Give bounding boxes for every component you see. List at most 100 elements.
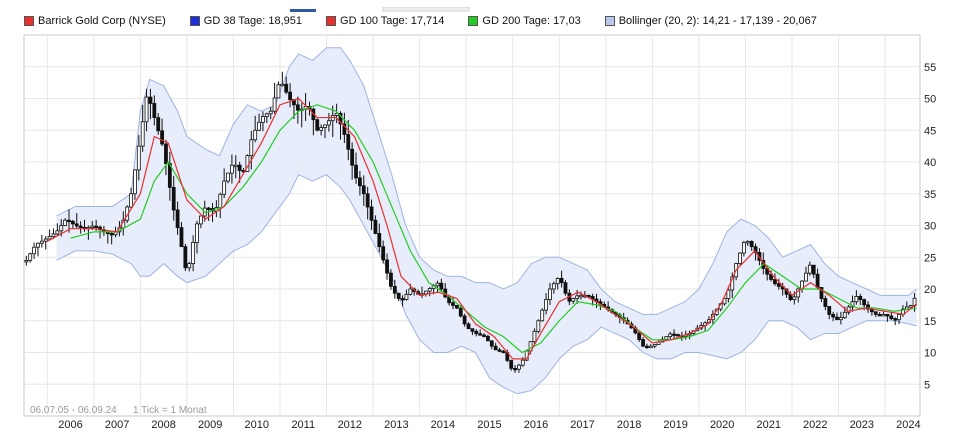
candle-body <box>183 246 188 269</box>
candle-body <box>257 121 261 131</box>
candle-body <box>579 294 583 298</box>
candle-body <box>78 225 83 228</box>
candle-body <box>361 185 366 195</box>
candle-body <box>540 309 545 322</box>
candle-body <box>381 246 386 261</box>
candle-body <box>144 96 149 123</box>
legend-item-bollinger[interactable]: Bollinger (20, 2): 14,21 - 17,139 - 20,0… <box>604 15 817 27</box>
candle-body <box>548 288 552 300</box>
candle-body <box>889 315 894 320</box>
candle-body <box>862 299 867 306</box>
active-tab-indicator <box>290 9 316 12</box>
candle-body <box>160 130 164 145</box>
bollinger-lower-line <box>56 174 917 395</box>
legend-swatch-gd200 <box>468 16 479 26</box>
legend-item-gd200[interactable]: GD 200 Tage: 17,03 <box>468 15 581 27</box>
candle-body <box>497 349 502 352</box>
x-tick-label: 2006 <box>58 419 82 431</box>
y-tick-label: 15 <box>924 316 936 328</box>
candle-body <box>253 129 258 141</box>
candle-body <box>51 233 56 238</box>
candle-body <box>792 296 797 300</box>
candle-body <box>272 97 277 112</box>
candle-body <box>55 230 60 235</box>
y-tick-label: 55 <box>924 62 936 74</box>
candle-body <box>358 177 362 187</box>
candle-body <box>373 219 378 234</box>
candle-body <box>536 320 541 332</box>
x-tick-label: 2018 <box>617 419 641 431</box>
candle-body <box>195 223 199 243</box>
candle-body <box>392 285 397 294</box>
bollinger-fill <box>56 47 917 394</box>
candle-body <box>881 313 886 317</box>
candle-body <box>152 103 157 118</box>
y-tick-label: 45 <box>924 125 936 137</box>
candle-body <box>831 313 836 318</box>
candle-body <box>129 193 133 208</box>
candle-body <box>39 240 44 244</box>
candle-body <box>396 292 401 299</box>
candle-body <box>908 305 913 308</box>
x-tick-label: 2015 <box>477 419 501 431</box>
candle-body <box>454 305 459 309</box>
bollinger-band <box>56 47 918 395</box>
candle-body <box>749 240 754 248</box>
candle-body <box>230 164 234 174</box>
x-tick-label: 2024 <box>896 419 920 431</box>
candles <box>24 71 917 373</box>
x-tick-label: 2021 <box>756 419 780 431</box>
candle-body <box>645 345 649 349</box>
y-tick-label: 40 <box>924 157 936 169</box>
line-gd100 <box>46 97 918 360</box>
axes: 5 10 15 20 25 30 35 40 45 50 55 2006 2007 2008 2009 201… <box>58 62 936 431</box>
candle-body <box>237 164 242 171</box>
candle-body <box>668 333 673 338</box>
candle-body <box>776 283 781 287</box>
candle-body <box>43 238 48 242</box>
candle-body <box>451 302 455 306</box>
candle-body <box>365 193 370 208</box>
tab-indicator[interactable] <box>382 6 470 12</box>
candle-body <box>191 242 196 265</box>
legend-label-gd38: GD 38 Tage: 18,951 <box>203 15 303 27</box>
candle-body <box>652 344 657 347</box>
candle-body <box>171 186 176 211</box>
candle-body <box>846 306 851 313</box>
candle-body <box>575 295 580 299</box>
y-tick-label: 5 <box>924 379 930 391</box>
candle-body <box>462 315 467 325</box>
candle-body <box>369 206 374 221</box>
candle-body <box>94 225 99 228</box>
candle-body <box>70 220 75 225</box>
candle-body <box>32 246 36 255</box>
candle-body <box>676 334 680 337</box>
candle-body <box>233 164 238 168</box>
top-tab-indicators <box>0 0 964 12</box>
y-tick-label: 25 <box>924 252 936 264</box>
candle-body <box>295 104 300 111</box>
candle-body <box>866 304 870 310</box>
legend-item-gd100[interactable]: GD 100 Tage: 17,714 <box>326 15 444 27</box>
candle-body <box>268 110 273 115</box>
legend-item-price[interactable]: Barrick Gold Corp (NYSE) <box>24 15 166 27</box>
x-tick-label: 2007 <box>105 419 129 431</box>
x-tick-label: 2023 <box>850 419 874 431</box>
candle-body <box>501 350 506 354</box>
candle-body <box>377 233 382 248</box>
legend-swatch-gd38 <box>189 16 200 26</box>
candle-body <box>140 121 145 147</box>
candle-body <box>342 123 347 135</box>
candle-body <box>517 364 521 370</box>
y-tick-label: 10 <box>924 348 936 360</box>
candle-body <box>136 145 141 171</box>
candle-body <box>218 193 223 208</box>
candle-body <box>315 119 320 131</box>
candle-body <box>276 84 281 99</box>
candle-body <box>28 253 33 261</box>
chart-legend: Barrick Gold Corp (NYSE) GD 38 Tage: 18,… <box>24 13 841 29</box>
x-tick-label: 2011 <box>291 419 315 431</box>
candle-body <box>400 298 405 301</box>
legend-item-gd38[interactable]: GD 38 Tage: 18,951 <box>189 15 303 27</box>
